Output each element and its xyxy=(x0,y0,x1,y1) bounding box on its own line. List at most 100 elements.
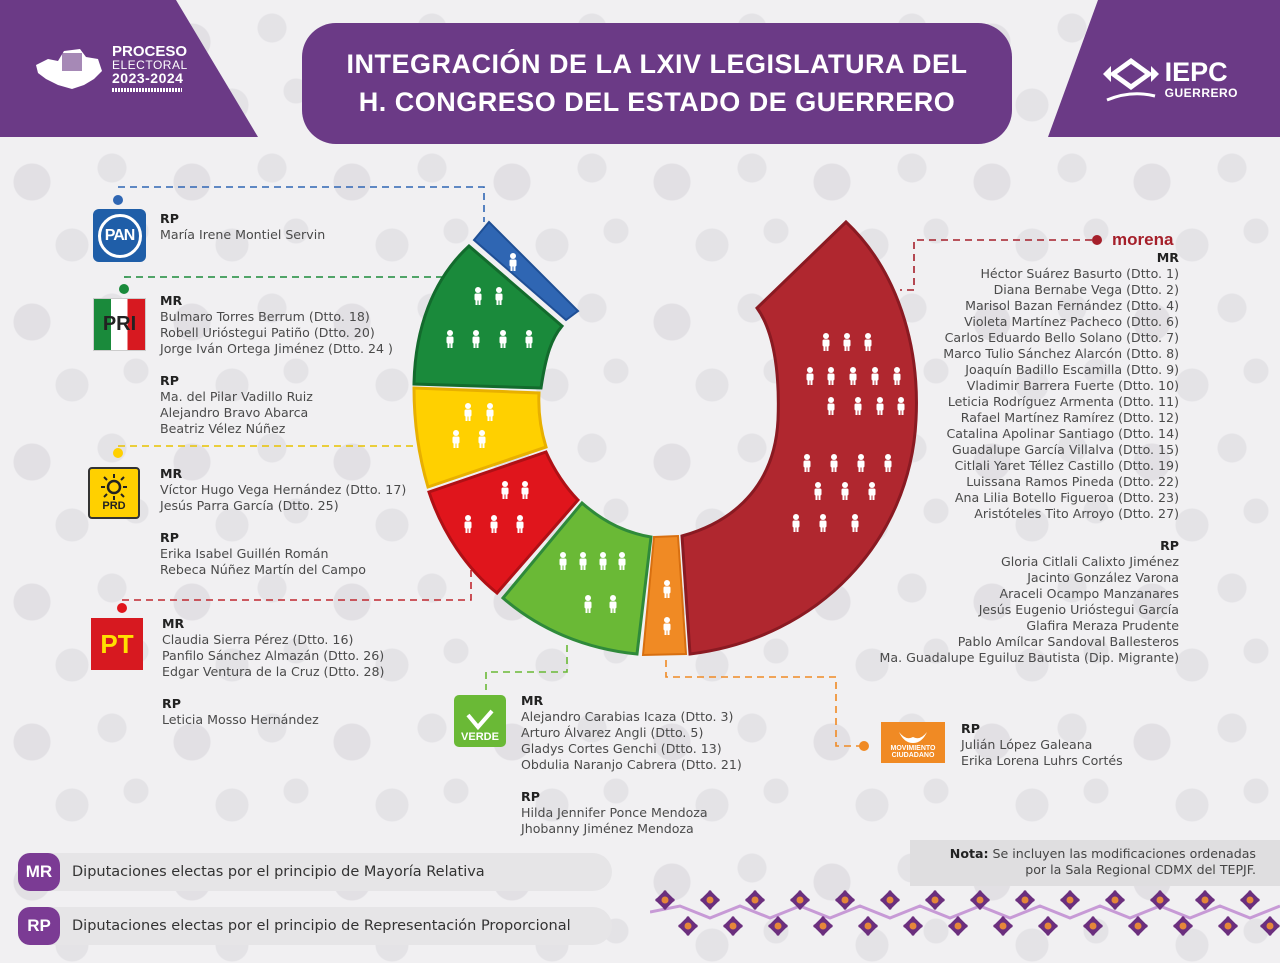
list-item: María Irene Montiel Servin xyxy=(160,227,326,242)
morena-dot xyxy=(1092,235,1102,245)
rp-label: RP xyxy=(1160,538,1179,553)
proceso-decoration xyxy=(112,88,182,92)
list-item: Robell Urióstegui Patiño (Dtto. 20) xyxy=(160,325,375,340)
pt-dot xyxy=(117,603,127,613)
pan-connector xyxy=(118,186,485,222)
rp-description: Diputaciones electas por el principio de… xyxy=(72,918,571,934)
mc-connector xyxy=(665,660,860,747)
mr-label: MR xyxy=(160,293,183,308)
toucan-check-icon xyxy=(466,709,494,731)
mr-label: MR xyxy=(162,616,185,631)
party-pt-list: MR Claudia Sierra Pérez (Dtto. 16) Panfi… xyxy=(162,616,384,728)
rp-label: RP xyxy=(521,789,540,804)
morena-logo: morena xyxy=(1112,230,1174,249)
party-morena-list: MR Héctor Suárez Basurto (Dtto. 1) Diana… xyxy=(880,250,1179,666)
legend-rp: RP Diputaciones electas por el principio… xyxy=(18,907,612,945)
list-item: Ma. Guadalupe Eguiluz Bautista (Dip. Mig… xyxy=(879,650,1179,665)
list-item: Héctor Suárez Basurto (Dtto. 1) xyxy=(980,266,1179,281)
list-item: Jorge Iván Ortega Jiménez (Dtto. 24 ) xyxy=(160,341,393,356)
segment-verde xyxy=(500,500,653,656)
list-item: Edgar Ventura de la Cruz (Dtto. 28) xyxy=(162,664,385,679)
mr-label: MR xyxy=(1156,250,1179,265)
mc-dot xyxy=(859,741,869,751)
list-item: Erika Isabel Guillén Román xyxy=(160,546,329,561)
verde-logo: VERDE xyxy=(454,695,506,747)
iepc-logo: IEPC GUERRERO xyxy=(1102,56,1238,102)
list-item: Jhobanny Jiménez Mendoza xyxy=(521,821,694,836)
iepc-state: GUERRERO xyxy=(1164,85,1238,100)
eagle-icon xyxy=(899,731,927,743)
pan-logo: PAN xyxy=(93,209,146,262)
list-item: Gloria Citlali Calixto Jiménez xyxy=(1001,554,1179,569)
note-text-1: Se incluyen las modificaciones ordenadas xyxy=(988,846,1256,861)
list-item: Araceli Ocampo Manzanares xyxy=(999,586,1179,601)
list-item: Arturo Álvarez Angli (Dtto. 5) xyxy=(521,725,704,740)
note-text-2: por la Sala Regional CDMX del TEPJF. xyxy=(1025,862,1256,877)
list-item: Claudia Sierra Pérez (Dtto. 16) xyxy=(162,632,354,647)
list-item: Leticia Rodríguez Armenta (Dtto. 11) xyxy=(947,394,1179,409)
guerrero-map-icon xyxy=(36,49,102,89)
list-item: Obdulia Naranjo Cabrera (Dtto. 21) xyxy=(521,757,742,772)
proceso-line2: ELECTORAL xyxy=(112,58,188,72)
segment-morena xyxy=(680,219,918,656)
list-item: Jesús Eugenio Urióstegui García xyxy=(978,602,1179,617)
rp-label: RP xyxy=(162,696,181,711)
party-mc-list: RP Julián López Galeana Erika Lorena Luh… xyxy=(961,721,1123,769)
list-item: Marco Tulio Sánchez Alarcón (Dtto. 8) xyxy=(943,346,1179,361)
prd-dot xyxy=(113,448,123,458)
list-item: Rafael Martínez Ramírez (Dtto. 12) xyxy=(960,410,1179,425)
list-item: Víctor Hugo Vega Hernández (Dtto. 17) xyxy=(160,482,407,497)
list-item: Jacinto González Varona xyxy=(1027,570,1179,585)
list-item: Luissana Ramos Pineda (Dtto. 22) xyxy=(966,474,1179,489)
prd-logo: PRD xyxy=(88,467,140,519)
list-item: Gladys Cortes Genchi (Dtto. 13) xyxy=(521,741,722,756)
list-item: Alejandro Carabias Icaza (Dtto. 3) xyxy=(521,709,734,724)
list-item: Citlali Yaret Téllez Castillo (Dtto. 19) xyxy=(954,458,1179,473)
verde-connector xyxy=(485,645,568,690)
pt-connector xyxy=(122,560,472,601)
segment-pan xyxy=(472,220,580,322)
list-item: Catalina Apolinar Santiago (Dtto. 14) xyxy=(946,426,1179,441)
pri-dot xyxy=(119,284,129,294)
list-item: Bulmaro Torres Berrum (Dtto. 18) xyxy=(160,309,370,324)
list-item: Rebeca Núñez Martín del Campo xyxy=(160,562,366,577)
morena-connector xyxy=(900,239,1092,291)
sun-icon xyxy=(101,474,127,500)
legend-mr: MR Diputaciones electas por el principio… xyxy=(18,853,612,891)
party-prd-list: MR Víctor Hugo Vega Hernández (Dtto. 17)… xyxy=(160,466,406,578)
title-line-1: INTEGRACIÓN DE LA LXIV LEGISLATURA DEL xyxy=(346,48,968,79)
list-item: Diana Bernabe Vega (Dtto. 2) xyxy=(993,282,1179,297)
pri-logo: PRI xyxy=(93,298,146,351)
title-line-2: H. CONGRESO DEL ESTADO DE GUERRERO xyxy=(358,86,956,117)
embroidery-border xyxy=(650,890,1280,936)
mr-description: Diputaciones electas por el principio de… xyxy=(72,864,485,880)
list-item: Joaquín Badillo Escamilla (Dtto. 9) xyxy=(965,362,1179,377)
rp-label: RP xyxy=(160,530,179,545)
segment-pri xyxy=(412,243,565,390)
mr-label: MR xyxy=(521,693,544,708)
list-item: Jesús Parra García (Dtto. 25) xyxy=(160,498,339,513)
list-item: Vladimir Barrera Fuerte (Dtto. 10) xyxy=(966,378,1179,393)
list-item: Pablo Amílcar Sandoval Ballesteros xyxy=(957,634,1179,649)
pt-logo: PT xyxy=(91,618,143,670)
note-label: Nota: xyxy=(949,846,989,861)
list-item: Erika Lorena Luhrs Cortés xyxy=(961,753,1123,768)
segment-pt xyxy=(427,450,581,596)
list-item: Carlos Eduardo Bello Solano (Dtto. 7) xyxy=(944,330,1179,345)
list-item: Leticia Mosso Hernández xyxy=(162,712,319,727)
proceso-electoral-logo: PROCESO ELECTORAL 2023-2024 xyxy=(34,44,188,92)
rp-label: RP xyxy=(160,211,179,226)
list-item: Panfilo Sánchez Almazán (Dtto. 26) xyxy=(162,648,385,663)
page-title: INTEGRACIÓN DE LA LXIV LEGISLATURA DEL H… xyxy=(302,23,1012,144)
list-item: Guadalupe García Villalva (Dtto. 15) xyxy=(951,442,1179,457)
rp-label: RP xyxy=(160,373,179,388)
party-pri-list: MR Bulmaro Torres Berrum (Dtto. 18) Robe… xyxy=(160,293,393,437)
list-item: Julián López Galeana xyxy=(961,737,1093,752)
proceso-line3: 2023-2024 xyxy=(112,70,184,86)
list-item: Marisol Bazan Fernández (Dtto. 4) xyxy=(965,298,1179,313)
mr-label: MR xyxy=(160,466,183,481)
list-item: Ana Lilia Botello Figueroa (Dtto. 23) xyxy=(954,490,1179,505)
list-item: Glafira Meraza Prudente xyxy=(1026,618,1179,633)
